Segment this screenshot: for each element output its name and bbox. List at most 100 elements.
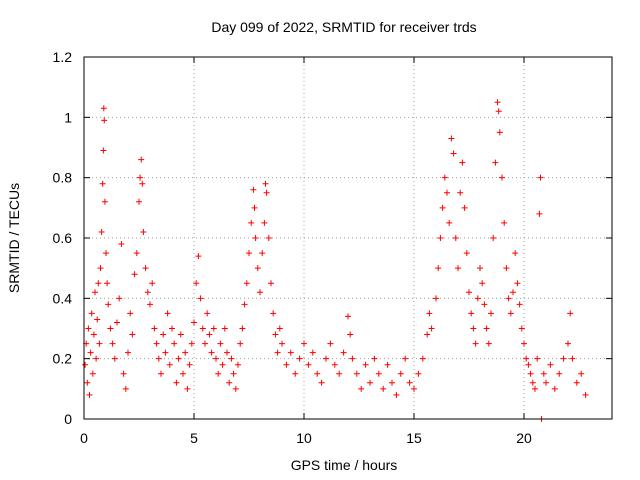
data-point: [206, 331, 213, 338]
data-point: [537, 174, 544, 181]
data-point: [246, 250, 252, 257]
data-point: [107, 325, 114, 332]
data-point: [402, 355, 409, 362]
data-point: [479, 280, 486, 287]
data-point: [263, 189, 270, 196]
data-point: [495, 108, 502, 115]
data-point: [490, 235, 497, 241]
data-point: [118, 241, 125, 248]
data-point: [287, 349, 294, 356]
data-point: [439, 204, 446, 211]
data-point: [567, 310, 574, 317]
data-point: [536, 210, 543, 217]
data-point: [375, 370, 382, 377]
data-point: [582, 391, 589, 398]
y-tick-label: 0: [64, 411, 72, 427]
data-point: [101, 117, 108, 124]
data-point: [514, 280, 521, 287]
data-point: [127, 310, 134, 317]
data-point: [180, 370, 186, 377]
y-tick-label: 0.4: [53, 290, 73, 306]
data-point: [424, 331, 431, 338]
data-point: [92, 289, 98, 296]
data-point: [101, 198, 108, 205]
data-point: [340, 349, 347, 356]
data-point: [331, 361, 338, 368]
x-axis-label: GPS time / hours: [291, 457, 398, 473]
data-point: [139, 180, 146, 187]
data-point: [441, 174, 448, 181]
data-point: [327, 340, 334, 347]
data-point: [173, 379, 180, 386]
data-point: [202, 340, 208, 347]
data-point: [371, 355, 378, 362]
data-point: [248, 219, 255, 226]
data-point: [488, 310, 494, 317]
x-tick-label: 0: [80, 430, 88, 446]
y-tick-label: 0.6: [53, 230, 73, 246]
data-point: [323, 355, 329, 362]
data-point: [142, 265, 149, 272]
data-point: [149, 280, 156, 287]
data-point: [251, 204, 258, 211]
data-point: [120, 370, 127, 377]
data-point: [483, 325, 490, 332]
x-tick-label: 15: [406, 430, 422, 446]
data-point: [393, 391, 400, 398]
data-point: [468, 310, 475, 317]
data-point: [279, 340, 285, 347]
data-point: [224, 349, 230, 356]
data-point: [162, 349, 169, 356]
data-point: [380, 385, 387, 392]
data-point: [481, 301, 488, 308]
data-point: [389, 379, 395, 386]
data-point: [336, 370, 343, 377]
data-point: [274, 349, 281, 356]
data-point: [415, 370, 422, 377]
data-point: [191, 319, 197, 326]
data-point: [463, 250, 470, 257]
data-point: [147, 301, 153, 308]
data-point: [257, 289, 263, 296]
data-point: [466, 289, 472, 296]
data-point: [133, 250, 140, 257]
data-point: [433, 295, 439, 302]
data-point: [345, 313, 351, 320]
data-point: [268, 280, 274, 287]
data-point: [547, 361, 554, 368]
data-point: [270, 310, 277, 317]
data-point: [516, 301, 523, 308]
data-point: [175, 355, 182, 362]
data-point: [565, 340, 571, 347]
data-point: [521, 340, 527, 347]
data-point: [177, 331, 184, 338]
data-point: [241, 301, 248, 308]
data-point: [188, 340, 195, 347]
data-point: [358, 385, 365, 392]
data-point: [250, 186, 257, 193]
data-point: [444, 189, 450, 196]
data-point: [151, 325, 158, 332]
data-point: [252, 235, 259, 241]
data-point: [309, 349, 316, 356]
data-point: [208, 349, 215, 356]
data-point: [507, 310, 514, 317]
data-point: [95, 280, 102, 287]
data-point: [217, 340, 224, 347]
data-point: [292, 370, 299, 377]
data-point: [219, 361, 226, 368]
data-point: [525, 361, 532, 368]
data-point: [155, 355, 162, 362]
data-point: [184, 385, 191, 392]
data-point: [419, 355, 426, 362]
data-point: [265, 235, 272, 241]
data-point: [228, 355, 235, 362]
data-point: [529, 379, 536, 386]
data-point: [318, 379, 325, 386]
data-point: [140, 228, 147, 235]
data-point: [527, 370, 534, 377]
data-point: [213, 355, 219, 362]
grid-lines: [84, 57, 612, 419]
data-point: [182, 349, 189, 356]
data-point: [138, 156, 145, 163]
